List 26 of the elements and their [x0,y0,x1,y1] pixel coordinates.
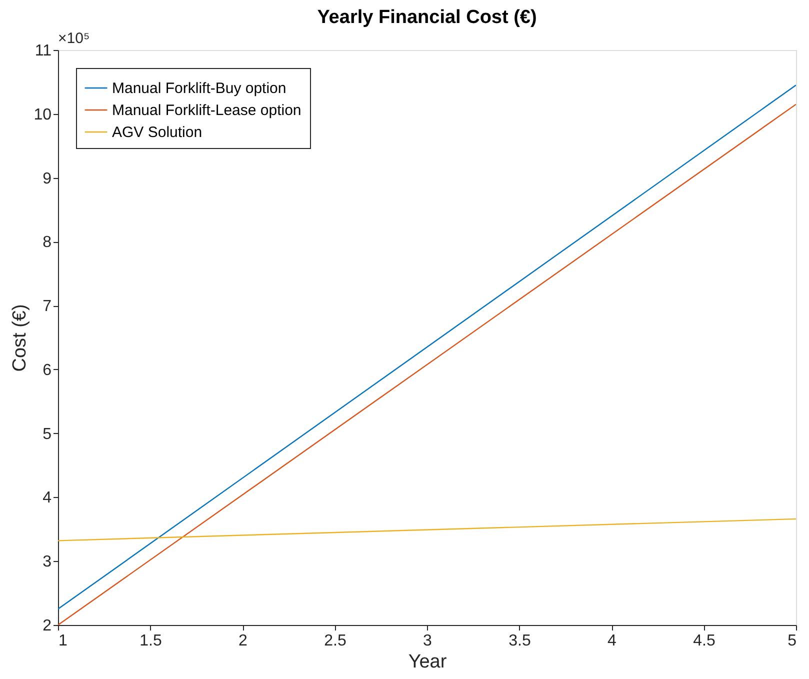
legend-label: Manual Forklift-Lease option [112,102,302,119]
y-tick-label: 5 [42,426,52,443]
chart-title: Yearly Financial Cost (€) [317,7,537,28]
x-tick-label: 4.5 [693,632,716,650]
x-tick-label: 1.5 [140,632,162,650]
x-tick-label: 5 [788,632,797,650]
x-tick-label: 2.5 [324,632,346,650]
y-tick-label: 9 [42,170,52,188]
y-tick-label: 10 [34,106,52,124]
y-tick-label: 2 [42,618,52,634]
y-tick-label: 6 [42,362,52,379]
y-axis-title: Cost (€) [10,304,31,372]
text: ×10⁵ [58,30,90,47]
x-tick-label: 4 [608,632,617,650]
legend-label: AGV Solution [112,124,202,141]
y-tick-label: 7 [42,298,52,316]
x-tick-label: 2 [238,632,248,650]
x-tick-label: 3 [423,632,432,650]
legend-label: Manual Forklift-Buy option [112,80,286,97]
y-tick-label: 3 [42,554,52,571]
y-tick-label: 8 [42,234,52,252]
y-tick-label: 11 [34,42,52,60]
x-axis-title: Year [408,652,448,672]
x-tick-label: 3.5 [508,632,531,650]
y-tick-label: 4 [42,490,52,507]
x-tick-label: 1 [58,632,68,650]
